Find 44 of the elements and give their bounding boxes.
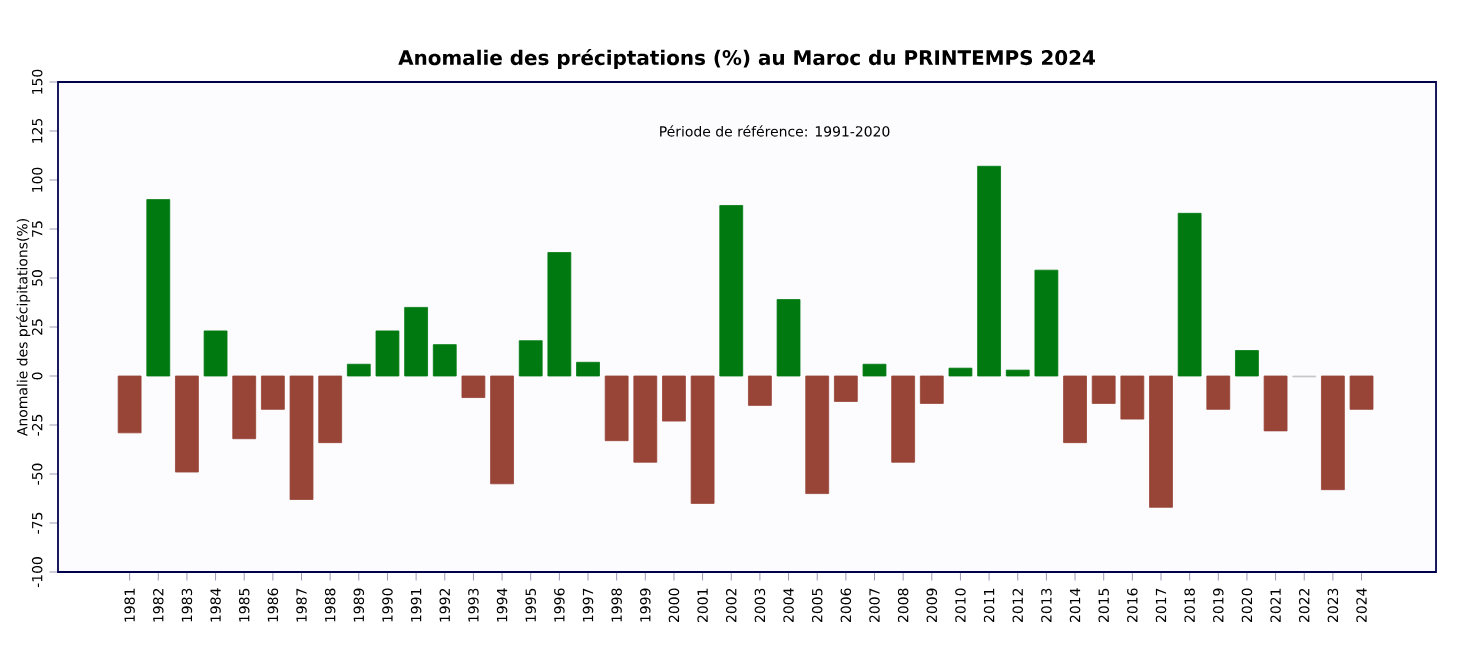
- bar: [948, 367, 973, 377]
- bar: [690, 375, 715, 504]
- bar: [175, 375, 199, 473]
- bar: [461, 375, 486, 398]
- bar: [117, 375, 142, 434]
- bar: [146, 199, 171, 377]
- bar: [805, 375, 830, 494]
- bar: [576, 361, 600, 377]
- bar: [1005, 369, 1030, 377]
- bar: [432, 344, 457, 377]
- bar: [375, 330, 400, 377]
- bar: [748, 375, 772, 406]
- bar: [1263, 375, 1288, 432]
- bar: [318, 375, 343, 444]
- bar: [977, 165, 1001, 377]
- bar: [1349, 375, 1374, 410]
- bar: [1063, 375, 1087, 444]
- bar: [1177, 212, 1202, 377]
- bar: [289, 375, 314, 500]
- bar: [633, 375, 658, 463]
- bar: [1321, 375, 1345, 491]
- bar: [919, 375, 944, 404]
- bar: [719, 205, 744, 377]
- bar: [1034, 269, 1059, 377]
- bar: [203, 330, 228, 377]
- bar: [1091, 375, 1116, 404]
- bar: [232, 375, 257, 440]
- bar: [261, 375, 285, 410]
- bar: [1235, 350, 1259, 377]
- bar: [1149, 375, 1173, 508]
- bar: [1120, 375, 1145, 420]
- bar: [776, 299, 801, 377]
- bar: [662, 375, 686, 422]
- bar: [490, 375, 514, 485]
- bar: [518, 340, 543, 377]
- bar: [404, 307, 428, 377]
- bar: [346, 363, 371, 377]
- bar: [891, 375, 916, 463]
- chart-title: Anomalie des préciptations (%) au Maroc du PRINTEMPS 2024: [398, 48, 1095, 70]
- bar: [1206, 375, 1231, 410]
- bar: [604, 375, 629, 442]
- bar: [547, 252, 572, 377]
- bar: [862, 363, 887, 377]
- bar: [833, 375, 858, 402]
